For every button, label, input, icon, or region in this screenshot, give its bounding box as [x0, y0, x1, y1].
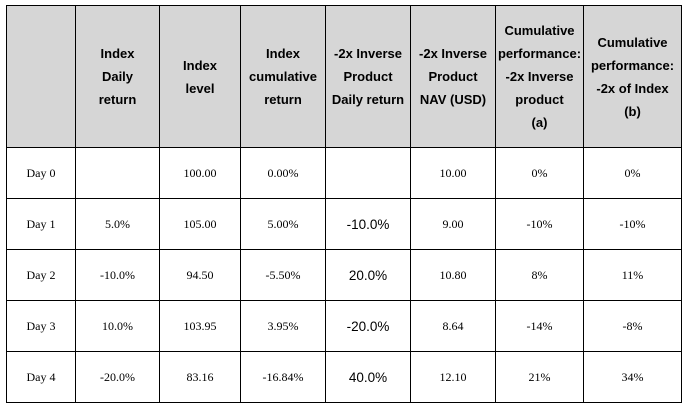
header-line: Index [183, 57, 217, 73]
table-row: Day 1 5.0% 105.00 5.00% -10.0% 9.00 -10%… [6, 198, 682, 250]
header-cell-index-level: Index level [159, 5, 241, 148]
header-cell-inverse-daily-return: -2x Inverse Product Daily return [325, 5, 411, 148]
table-row: Day 4 -20.0% 83.16 -16.84% 40.0% 12.10 2… [6, 351, 682, 403]
table-cell: 5.00% [240, 198, 326, 250]
table-row: Day 0 100.00 0.00% 10.00 0% 0% [6, 147, 682, 199]
header-line: Index [266, 46, 300, 61]
header-line: (a) [531, 115, 548, 130]
header-line: product [515, 92, 564, 107]
table-cell: -5.50% [240, 249, 326, 301]
table-cell-day: Day 0 [6, 147, 76, 199]
table-cell: 12.10 [410, 351, 496, 403]
table-cell: 10.0% [75, 300, 160, 352]
header-row: Index Daily return Index level Index cum… [6, 5, 682, 148]
table-cell: -10% [583, 198, 682, 250]
table-cell: 9.00 [410, 198, 496, 250]
table-cell: 105.00 [159, 198, 241, 250]
header-line: cumulative [249, 69, 317, 84]
table-cell: -8% [583, 300, 682, 352]
header-line: NAV (USD) [419, 92, 487, 107]
header-cell-inverse-nav: -2x Inverse Product NAV (USD) [410, 5, 496, 148]
table-cell [75, 147, 160, 199]
table-cell: -16.84% [240, 351, 326, 403]
header-line: performance: [497, 46, 582, 61]
header-line: return [264, 92, 302, 107]
header-line: -2x Inverse [334, 46, 402, 61]
table-cell: -20.0% [325, 300, 411, 352]
table-cell: 8% [495, 249, 584, 301]
table-cell: 3.95% [240, 300, 326, 352]
table-cell: -20.0% [75, 351, 160, 403]
header-line: Index [100, 46, 135, 61]
table-cell: 94.50 [159, 249, 241, 301]
header-line: -2x Inverse [419, 46, 487, 61]
header-line: Daily [101, 69, 134, 84]
table-cell-day: Day 4 [6, 351, 76, 403]
table-cell-day: Day 3 [6, 300, 76, 352]
header-line: performance: [590, 57, 675, 73]
header-line: return [98, 92, 137, 107]
table-cell-day: Day 2 [6, 249, 76, 301]
table-cell [325, 147, 411, 199]
table-row: Day 3 10.0% 103.95 3.95% -20.0% 8.64 -14… [6, 300, 682, 352]
header-cell-corner [6, 5, 76, 148]
table-cell: 10.80 [410, 249, 496, 301]
table-cell: -10.0% [325, 198, 411, 250]
header-line: Product [428, 69, 478, 84]
header-cell-index-cumulative-return: Index cumulative return [240, 5, 326, 148]
header-cell-index-daily-return: Index Daily return [75, 5, 160, 148]
table-cell: 100.00 [159, 147, 241, 199]
table-cell: 40.0% [325, 351, 411, 403]
header-cell-cumulative-inverse-product: Cumulative performance: -2x Inverse prod… [495, 5, 584, 148]
performance-table: Index Daily return Index level Index cum… [6, 5, 682, 403]
table-cell: 8.64 [410, 300, 496, 352]
table-cell: 10.00 [410, 147, 496, 199]
table-cell: -14% [495, 300, 584, 352]
table-cell: 34% [583, 351, 682, 403]
header-line: Cumulative [597, 34, 668, 50]
header-line: Product [343, 69, 393, 84]
table-cell: 20.0% [325, 249, 411, 301]
table-cell: 0.00% [240, 147, 326, 199]
header-line: Daily return [331, 92, 405, 107]
table-cell: -10.0% [75, 249, 160, 301]
header-line: (b) [624, 103, 641, 119]
table-cell: 11% [583, 249, 682, 301]
header-line: level [185, 80, 215, 96]
table-cell: 0% [583, 147, 682, 199]
table-row: Day 2 -10.0% 94.50 -5.50% 20.0% 10.80 8%… [6, 249, 682, 301]
table-cell: 83.16 [159, 351, 241, 403]
table-cell: -10% [495, 198, 584, 250]
header-line: -2x Inverse [505, 69, 574, 84]
table-cell: 21% [495, 351, 584, 403]
header-cell-cumulative-2x-index: Cumulative performance: -2x of Index (b) [583, 5, 682, 148]
table-cell: 103.95 [159, 300, 241, 352]
table-cell-day: Day 1 [6, 198, 76, 250]
table-cell: 0% [495, 147, 584, 199]
table-cell: 5.0% [75, 198, 160, 250]
header-line: Cumulative [504, 23, 575, 38]
header-line: -2x of Index [596, 80, 669, 96]
